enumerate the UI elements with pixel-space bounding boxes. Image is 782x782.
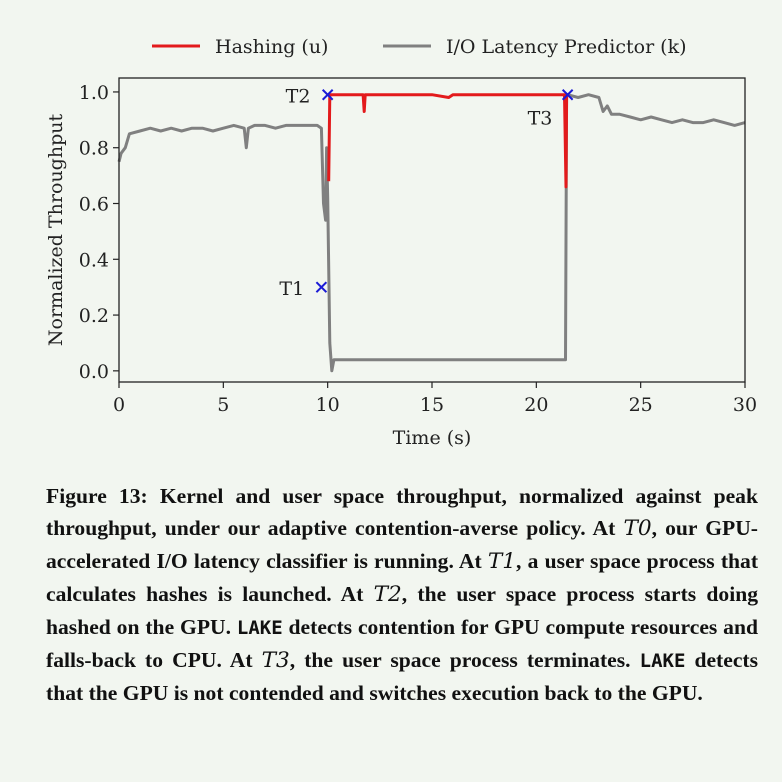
annotation-t1: T1 <box>279 278 304 300</box>
caption-t3: T3 <box>261 648 290 673</box>
x-axis: 0 5 10 15 20 25 30 <box>113 382 757 416</box>
x-axis-label: Time (s) <box>393 427 472 449</box>
caption-t2: T2 <box>373 582 402 607</box>
marker-t1 <box>315 281 328 293</box>
throughput-chart: Hashing (u) I/O Latency Predictor (k) 0 5 1… <box>45 36 757 449</box>
x-tick-label: 25 <box>629 394 653 416</box>
caption-text-5: detects contention for GPU compute resou… <box>46 615 758 672</box>
x-tick-label: 30 <box>733 394 757 416</box>
caption-text-7: detects that the GPU is not contended an… <box>46 648 759 705</box>
annotation-t3: T3 <box>528 108 553 130</box>
caption-t1: T1 <box>487 549 517 574</box>
x-tick-label: 10 <box>316 394 340 416</box>
y-tick-label: 0.6 <box>79 194 109 216</box>
plot-frame <box>118 77 746 383</box>
caption-text-3: , a user space process that calculates h… <box>46 549 759 606</box>
x-tick-label: 20 <box>524 394 548 416</box>
caption-lake-2: LAKE <box>639 650 686 672</box>
y-tick-label: 0.4 <box>79 249 109 271</box>
series-line-0 <box>327 93 569 189</box>
caption-text-6: , the user space process terminates. <box>289 648 640 672</box>
marker-t2 <box>321 89 334 101</box>
legend-label-0: Hashing (u) <box>215 36 328 58</box>
caption-text-4: , the user space process starts do­ing h… <box>46 582 758 639</box>
caption-figure-label: Figure 13: <box>46 484 148 508</box>
caption-t0: T0 <box>623 516 652 541</box>
annotation-t2: T2 <box>286 86 311 108</box>
plot-lines <box>117 93 746 373</box>
marker-t3 <box>561 89 574 101</box>
series-line-1 <box>117 93 746 373</box>
legend: Hashing (u) I/O Latency Predictor (k) <box>152 36 687 58</box>
caption-text-1: Kernel and user space throughput, normal… <box>46 484 758 540</box>
y-axis: 0.0 0.2 0.4 0.6 0.8 1.0 <box>79 82 119 383</box>
y-tick-label: 0.0 <box>79 361 109 383</box>
legend-label-1: I/O Latency Predictor (k) <box>446 36 687 58</box>
annotations: T1 T2 T3 <box>279 86 574 300</box>
x-tick-label: 5 <box>217 394 229 416</box>
x-tick-label: 15 <box>420 394 444 416</box>
y-tick-label: 1.0 <box>79 82 109 104</box>
figure-caption: Figure 13: Kernel and user space throughp… <box>46 480 758 709</box>
caption-lake-1: LAKE <box>236 617 283 639</box>
y-tick-label: 0.2 <box>79 305 109 327</box>
y-tick-label: 0.8 <box>79 138 109 160</box>
caption-text-2: , our GPU-accelerated I/O latency clas­s… <box>46 516 758 573</box>
y-axis-label: Normalized Throughput <box>45 114 67 347</box>
x-tick-label: 0 <box>113 394 125 416</box>
